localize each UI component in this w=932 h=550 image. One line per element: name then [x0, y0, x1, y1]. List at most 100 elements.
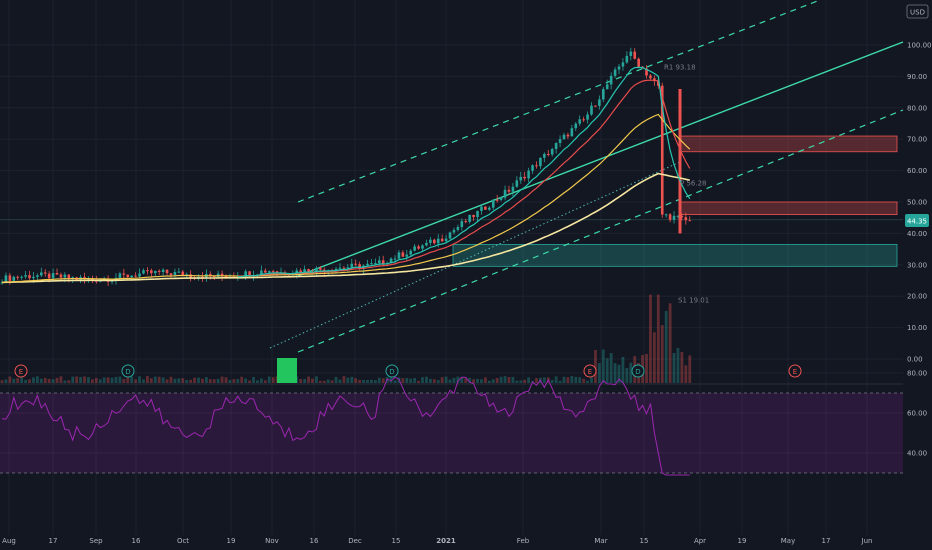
candle-body: [354, 263, 357, 265]
volume-bar: [554, 376, 558, 383]
volume-bar: [609, 353, 613, 383]
time-tick-label: Sep: [89, 537, 103, 545]
volume-bar: [228, 380, 232, 383]
volume-bar: [491, 379, 495, 383]
volume-bar: [138, 376, 141, 383]
candle-body: [613, 69, 617, 76]
event-circle[interactable]: [583, 364, 597, 378]
volume-bar: [645, 353, 648, 383]
event-marker-e[interactable]: E: [788, 364, 802, 378]
volume-bar: [204, 377, 208, 383]
rsi-band: [0, 393, 903, 473]
volume-bar: [169, 376, 173, 383]
volume-bar: [684, 365, 688, 383]
time-tick-label: 19: [738, 537, 747, 545]
volume-bar: [507, 377, 511, 383]
volume-bar: [315, 376, 318, 383]
candle-body: [264, 270, 267, 273]
candle-body: [63, 274, 67, 278]
volume-bar: [535, 378, 538, 383]
event-circle[interactable]: [14, 364, 28, 378]
volume-bar: [12, 378, 16, 383]
event-circle[interactable]: [385, 364, 399, 378]
candle-body: [319, 267, 322, 270]
event-circle[interactable]: [788, 364, 802, 378]
candle-body: [260, 270, 263, 275]
volume-bar: [425, 376, 428, 383]
candle-body: [299, 270, 302, 274]
event-markers[interactable]: EDEDEDE: [14, 358, 802, 383]
volume-bar: [94, 378, 98, 383]
volume-bar: [71, 376, 75, 383]
candle-body: [535, 165, 538, 167]
candle-body: [491, 199, 495, 208]
volume-bar: [252, 377, 255, 383]
price-axis[interactable]: 100.00 90.00 80.00 70.00 60.00 50.00 40.00 30.0…: [907, 42, 932, 458]
candle-body: [24, 275, 27, 277]
candle-body: [660, 85, 664, 215]
candle-body: [586, 114, 589, 120]
event-marker-e[interactable]: E: [14, 364, 28, 378]
time-tick-label: 17: [49, 537, 58, 545]
volume-bar: [271, 377, 275, 383]
event-marker-d[interactable]: D: [631, 364, 645, 378]
price-tick-label: 90.00: [907, 73, 927, 81]
candle-body: [464, 221, 468, 223]
event-marker-d[interactable]: D: [121, 364, 135, 378]
candle-body: [637, 58, 640, 67]
volume-bar: [181, 378, 185, 383]
volume-bar: [664, 310, 668, 383]
volume-bar: [67, 380, 71, 383]
volume-bar: [578, 377, 582, 383]
candle-body: [460, 221, 464, 228]
candle-body: [51, 272, 55, 279]
candle-body: [342, 267, 346, 269]
volume-bar: [330, 380, 334, 383]
volume-bar: [338, 379, 342, 383]
price-tick-label: 10.00: [907, 324, 927, 332]
candle-body: [417, 246, 420, 249]
candle-body: [543, 153, 546, 158]
candle-body: [558, 139, 562, 143]
volume-bar: [672, 352, 676, 383]
price-tick-label: 40.00: [907, 230, 927, 238]
candle-body: [358, 264, 361, 269]
volume-bar: [173, 378, 177, 383]
volume-bar: [542, 377, 546, 383]
candle-body: [688, 220, 692, 222]
volume-bar: [322, 380, 326, 383]
volume-bar: [452, 377, 456, 383]
candle-body: [531, 165, 534, 171]
ema-fastest: [237, 66, 691, 278]
candle-body: [32, 276, 35, 279]
ema-mid: [1, 113, 691, 283]
volume-bar: [393, 380, 397, 383]
volume-bar: [472, 379, 475, 383]
currency-text: USD: [910, 9, 925, 17]
volume-bar: [32, 377, 35, 383]
currency-label[interactable]: USD: [906, 4, 929, 19]
event-marker-e[interactable]: E: [583, 364, 597, 378]
volume-bar: [617, 364, 621, 383]
candle-body: [452, 229, 456, 233]
event-circle[interactable]: [121, 364, 135, 378]
time-tick-label: Jun: [861, 537, 873, 545]
candle-body: [633, 51, 637, 59]
volume-bar: [153, 376, 157, 383]
event-circle[interactable]: [631, 364, 645, 378]
volume-bar: [464, 378, 468, 383]
time-axis[interactable]: Aug 17 Sep 16 Oct 19 Nov 16 Dec 15 2021 Feb Mar 15 Apr…: [2, 537, 872, 545]
event-marker-d[interactable]: D: [385, 364, 399, 378]
candle-body: [338, 267, 342, 269]
candle-body: [377, 260, 381, 264]
volume-bar: [267, 376, 271, 383]
last-price-text: 44.35: [907, 218, 927, 226]
candle-body: [676, 215, 680, 217]
time-tick-label: Dec: [348, 537, 362, 545]
candle-body: [366, 263, 369, 266]
candle-body: [625, 55, 629, 63]
candle-body: [472, 214, 475, 218]
candle-body: [519, 176, 523, 181]
candle-body-crash: [678, 88, 682, 234]
